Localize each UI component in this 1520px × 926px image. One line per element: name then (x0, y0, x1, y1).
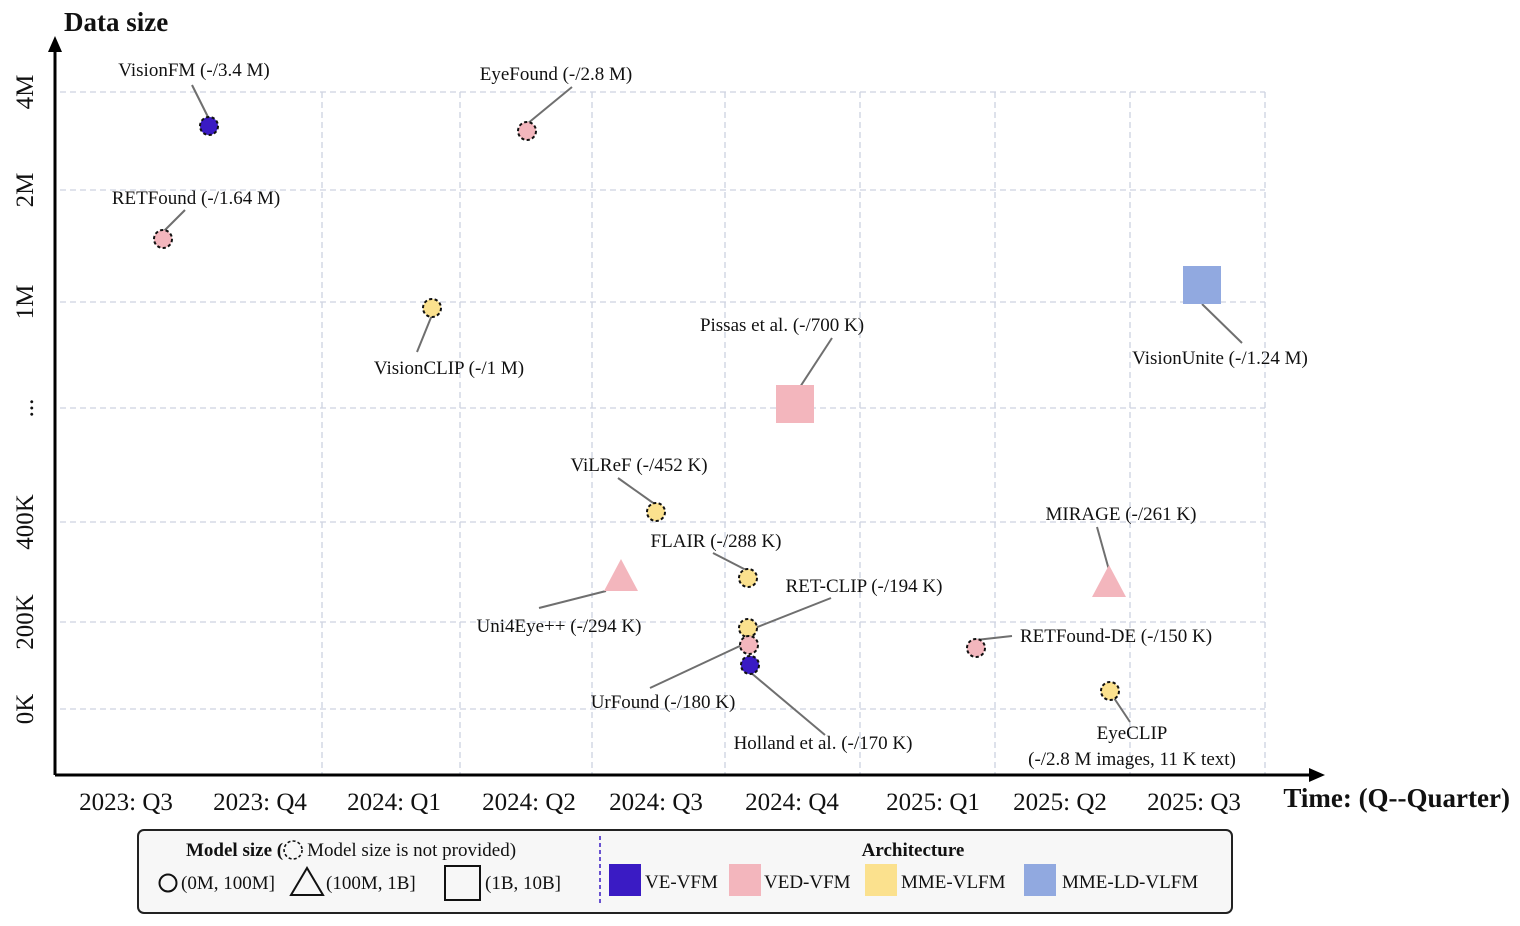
leader-retfound-de-150-k (975, 635, 1013, 641)
legend-arch-ve-vfm: VE-VFM (645, 872, 718, 893)
legend-size-large: (1B, 10B] (485, 873, 561, 894)
x-tick-label-2025-q1: 2025: Q1 (886, 789, 980, 816)
point-eyeclip (1100, 681, 1120, 701)
leader-flair-288-k (712, 552, 749, 572)
x-tick-label-2024-q4: 2024: Q4 (745, 789, 839, 816)
y-axis-arrow-icon (48, 36, 62, 52)
label-vilref-452-k: ViLReF (-/452 K) (570, 455, 707, 476)
label-holland-et-al-170-k: Holland et al. (-/170 K) (734, 733, 913, 754)
legend-model-size-note: Model size is not provided) (307, 840, 516, 861)
y-tick-label-ellipsis: ... (12, 399, 39, 418)
x-tick-label-2023-q3: 2023: Q3 (79, 789, 173, 816)
legend-architecture-title: Architecture (862, 840, 965, 861)
legend-arch-mme-vlfm: MME-VLFM (901, 872, 1006, 893)
label-flair-288-k: FLAIR (-/288 K) (651, 531, 782, 552)
label-visionclip-1-m: VisionCLIP (-/1 M) (374, 358, 524, 379)
point-holland-et-al-170-k (740, 655, 760, 675)
label-uni4eye-294-k: Uni4Eye++ (-/294 K) (477, 616, 642, 637)
legend-arch-ved-vfm: VED-VFM (764, 872, 851, 893)
data-labels: VisionFM (-/3.4 M) EyeFound (-/2.8 M) RETF… (112, 60, 1308, 770)
leader-eyefound-2-8-m (526, 86, 573, 125)
point-visionfm-3-4-m (199, 116, 219, 136)
leader-holland-et-al-170-k (749, 671, 826, 736)
point-retfound-de-150-k (966, 638, 986, 658)
leader-visionclip-1-m (416, 314, 433, 353)
legend-size-small: (0M, 100M] (181, 873, 275, 894)
label-ret-clip-194-k: RET-CLIP (-/194 K) (786, 576, 943, 597)
swatch-mme-vlfm (865, 864, 897, 896)
legend-size-medium: (100M, 1B] (326, 873, 416, 894)
x-axis-arrow-icon (1309, 768, 1325, 782)
legend-model-size-title: Model size ( (186, 840, 283, 861)
point-uni4eye-294-k (604, 559, 638, 591)
axes: Data size Time: (Q--Quarter) 2023: Q3 2023:… (12, 7, 1510, 816)
y-axis-title: Data size (64, 7, 168, 37)
legend-arch-mme-ld-vlfm: MME-LD-VLFM (1062, 872, 1198, 893)
point-ret-clip-194-k (738, 618, 758, 638)
point-eyefound-2-8-m (517, 121, 537, 141)
y-tick-label-1m: 1M (12, 285, 39, 320)
leader-visionfm-3-4-m (191, 84, 210, 120)
grid (60, 91, 1266, 775)
leader-visionunite-1-24-m (1201, 303, 1243, 344)
y-tick-label-2m: 2M (12, 173, 39, 208)
label-eyefound-2-8-m: EyeFound (-/2.8 M) (480, 64, 633, 85)
point-urfound-180-k (739, 635, 759, 655)
y-tick-label-400k: 400K (12, 494, 39, 550)
leader-uni4eye-294-k (538, 590, 607, 609)
leader-lines (162, 84, 1243, 736)
x-tick-label-2025-q2: 2025: Q2 (1013, 789, 1107, 816)
point-retfound-1-64-m (153, 229, 173, 249)
point-pissas-et-al-700-k (776, 385, 814, 423)
leader-ret-clip-194-k (754, 597, 832, 629)
leader-mirage-261-k (1096, 526, 1110, 571)
label-pissas-et-al-700-k: Pissas et al. (-/700 K) (700, 315, 864, 336)
y-tick-label-200k: 200K (12, 594, 39, 650)
point-mirage-261-k (1092, 565, 1126, 597)
y-tick-label-0k: 0K (12, 694, 39, 725)
label-urfound-180-k: UrFound (-/180 K) (591, 692, 736, 713)
swatch-mme-ld-vlfm (1024, 864, 1056, 896)
swatch-ved-vfm (729, 864, 761, 896)
leader-pissas-et-al-700-k (799, 337, 833, 388)
point-flair-288-k (738, 568, 758, 588)
x-tick-label-2024-q3: 2024: Q3 (609, 789, 703, 816)
leader-urfound-180-k (649, 644, 743, 689)
label-visionfm-3-4-m: VisionFM (-/3.4 M) (118, 60, 269, 81)
point-visionunite-1-24-m (1183, 266, 1221, 304)
legend-box (137, 829, 1233, 914)
label-retfound-de-150-k: RETFound-DE (-/150 K) (1020, 626, 1212, 647)
dashed-circle-icon (283, 840, 303, 860)
label-eyeclip-sub: (-/2.8 M images, 11 K text) (1028, 749, 1236, 770)
circle-size-icon (158, 873, 178, 893)
label-retfound-1-64-m: RETFound (-/1.64 M) (112, 188, 280, 209)
leader-vilref-452-k (617, 477, 657, 506)
y-tick-label-4m: 4M (12, 75, 39, 110)
triangle-size-icon (289, 866, 325, 896)
point-visionclip-1-m (422, 298, 442, 318)
data-marks (153, 116, 1221, 701)
swatch-ve-vfm (609, 864, 641, 896)
leader-retfound-1-64-m (162, 209, 186, 233)
square-size-icon (444, 865, 481, 901)
label-visionunite-1-24-m: VisionUnite (-/1.24 M) (1132, 348, 1308, 369)
label-eyeclip: EyeCLIP (1097, 723, 1168, 744)
x-tick-label-2023-q4: 2023: Q4 (213, 789, 307, 816)
legend: Model size ( Model size is not provided) (… (137, 829, 1233, 914)
label-mirage-261-k: MIRAGE (-/261 K) (1046, 504, 1197, 525)
x-tick-label-2024-q1: 2024: Q1 (347, 789, 441, 816)
x-tick-label-2025-q3: 2025: Q3 (1147, 789, 1241, 816)
x-tick-label-2024-q2: 2024: Q2 (482, 789, 576, 816)
x-axis-title: Time: (Q--Quarter) (1283, 783, 1510, 813)
leader-eyeclip (1113, 697, 1131, 723)
point-vilref-452-k (646, 502, 666, 522)
